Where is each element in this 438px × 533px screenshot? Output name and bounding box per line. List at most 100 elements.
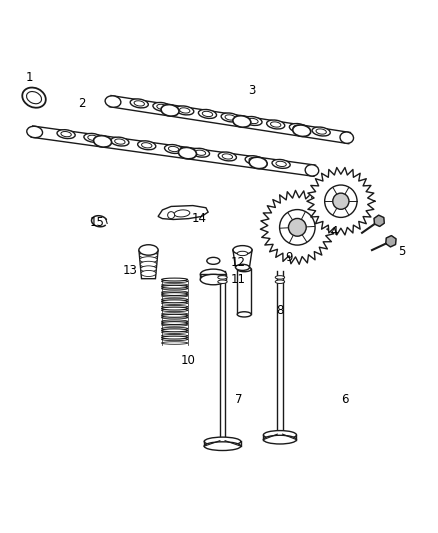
Ellipse shape (141, 266, 156, 272)
Ellipse shape (94, 135, 112, 147)
Ellipse shape (162, 313, 187, 316)
Ellipse shape (27, 92, 42, 104)
Ellipse shape (202, 111, 212, 117)
Ellipse shape (138, 141, 156, 150)
Text: 14: 14 (192, 212, 207, 225)
Ellipse shape (162, 305, 187, 308)
Text: 7: 7 (235, 393, 242, 406)
Ellipse shape (233, 246, 252, 254)
Ellipse shape (61, 132, 71, 137)
Ellipse shape (340, 132, 353, 143)
Ellipse shape (249, 158, 259, 163)
Ellipse shape (162, 338, 187, 341)
Ellipse shape (162, 284, 187, 286)
Ellipse shape (312, 127, 330, 136)
Ellipse shape (207, 257, 220, 264)
Ellipse shape (221, 113, 239, 122)
Ellipse shape (162, 309, 187, 312)
Ellipse shape (140, 257, 157, 263)
Ellipse shape (174, 210, 190, 217)
Ellipse shape (162, 336, 187, 339)
Text: 11: 11 (231, 273, 246, 286)
Ellipse shape (204, 437, 241, 446)
Ellipse shape (195, 150, 206, 155)
Ellipse shape (245, 156, 263, 165)
Text: 9: 9 (285, 251, 293, 264)
Ellipse shape (176, 106, 194, 115)
Ellipse shape (161, 104, 179, 116)
Text: 8: 8 (276, 303, 284, 317)
Text: 13: 13 (122, 264, 137, 277)
Ellipse shape (162, 302, 187, 304)
Text: 15: 15 (90, 216, 105, 230)
Ellipse shape (293, 125, 304, 131)
Ellipse shape (204, 442, 241, 450)
Ellipse shape (225, 115, 235, 120)
Ellipse shape (130, 99, 148, 108)
Ellipse shape (236, 264, 250, 270)
Ellipse shape (162, 335, 187, 337)
Circle shape (325, 185, 357, 217)
Ellipse shape (162, 293, 187, 295)
Ellipse shape (218, 276, 227, 279)
Ellipse shape (218, 280, 227, 284)
Text: 4: 4 (331, 225, 338, 238)
Ellipse shape (162, 329, 187, 332)
Ellipse shape (275, 280, 285, 284)
Text: 3: 3 (248, 84, 255, 96)
Ellipse shape (153, 102, 171, 111)
Ellipse shape (244, 117, 262, 125)
Ellipse shape (139, 252, 158, 258)
Circle shape (289, 219, 306, 236)
Ellipse shape (272, 159, 290, 168)
Ellipse shape (248, 118, 258, 124)
Ellipse shape (276, 161, 286, 166)
Ellipse shape (105, 96, 121, 107)
Ellipse shape (88, 135, 98, 141)
Ellipse shape (162, 327, 187, 330)
Ellipse shape (191, 148, 209, 157)
Ellipse shape (162, 287, 187, 290)
Ellipse shape (237, 266, 251, 272)
Ellipse shape (180, 108, 190, 113)
Ellipse shape (218, 152, 237, 161)
Text: 2: 2 (78, 97, 86, 110)
Polygon shape (307, 167, 375, 235)
Ellipse shape (162, 342, 187, 344)
Ellipse shape (249, 157, 267, 168)
Circle shape (333, 193, 349, 209)
Circle shape (279, 209, 315, 245)
Ellipse shape (27, 126, 42, 138)
Ellipse shape (178, 148, 197, 159)
Ellipse shape (169, 147, 179, 151)
Ellipse shape (162, 298, 187, 301)
Ellipse shape (200, 274, 226, 285)
Ellipse shape (165, 144, 183, 154)
Ellipse shape (237, 312, 251, 317)
Ellipse shape (162, 300, 187, 303)
Ellipse shape (162, 280, 187, 282)
Ellipse shape (305, 165, 319, 176)
Ellipse shape (162, 317, 187, 319)
Ellipse shape (290, 124, 307, 133)
Ellipse shape (139, 245, 158, 255)
Text: 1: 1 (26, 71, 33, 84)
Ellipse shape (141, 270, 156, 277)
Ellipse shape (141, 143, 152, 148)
Ellipse shape (233, 116, 251, 127)
Text: 5: 5 (398, 245, 406, 258)
Text: 12: 12 (231, 256, 246, 269)
Polygon shape (386, 236, 396, 247)
Ellipse shape (140, 261, 157, 268)
Polygon shape (374, 215, 384, 227)
Ellipse shape (275, 276, 285, 279)
Ellipse shape (162, 278, 187, 281)
Ellipse shape (162, 291, 187, 294)
Circle shape (168, 212, 175, 219)
Text: 10: 10 (181, 353, 196, 367)
Ellipse shape (162, 314, 187, 317)
Ellipse shape (271, 122, 281, 127)
Ellipse shape (237, 251, 248, 256)
Ellipse shape (267, 120, 285, 129)
Ellipse shape (162, 307, 187, 310)
